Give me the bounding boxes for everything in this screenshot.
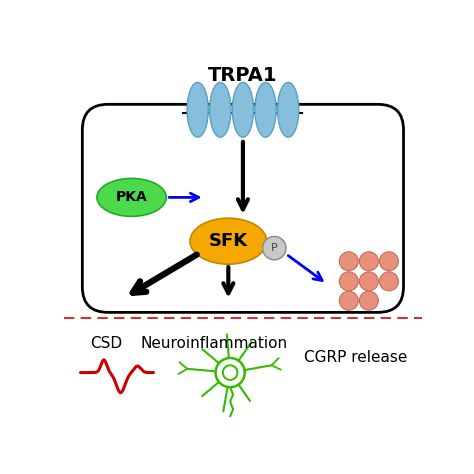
Text: PKA: PKA: [116, 191, 147, 204]
Ellipse shape: [232, 82, 254, 137]
Ellipse shape: [278, 82, 299, 137]
Text: SFK: SFK: [209, 232, 248, 250]
Ellipse shape: [97, 178, 166, 216]
FancyBboxPatch shape: [82, 104, 403, 312]
Circle shape: [359, 252, 378, 271]
Circle shape: [263, 237, 286, 260]
Circle shape: [379, 252, 399, 271]
Text: TRPA1: TRPA1: [208, 66, 278, 85]
Text: P: P: [271, 243, 278, 253]
Circle shape: [359, 291, 378, 310]
Text: CGRP release: CGRP release: [304, 350, 408, 365]
Text: Neuroinflammation: Neuroinflammation: [140, 336, 287, 351]
Ellipse shape: [190, 218, 267, 264]
Circle shape: [339, 291, 358, 310]
Text: CSD: CSD: [90, 336, 122, 351]
Ellipse shape: [187, 82, 208, 137]
Circle shape: [379, 272, 399, 291]
Circle shape: [339, 272, 358, 291]
Circle shape: [339, 252, 358, 271]
Circle shape: [359, 272, 378, 291]
Ellipse shape: [255, 82, 276, 137]
Ellipse shape: [210, 82, 231, 137]
